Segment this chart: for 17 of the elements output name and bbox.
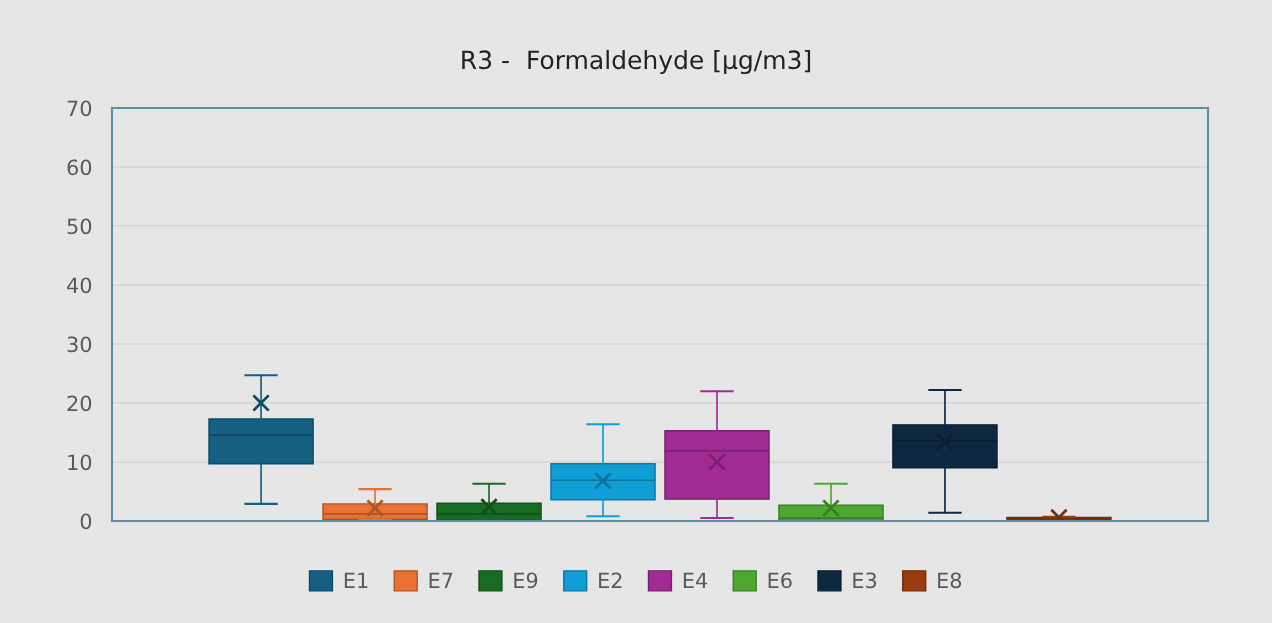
legend-label: E1 — [344, 572, 368, 588]
y-tick-label: 70 — [67, 100, 92, 117]
legend-label: E3 — [853, 572, 877, 589]
y-tick-label: 10 — [68, 454, 92, 471]
y-tick-label: 0 — [80, 513, 92, 530]
y-tick-label: 20 — [67, 395, 92, 412]
chart-title: R3 - Formaldehyde [µg/m3] — [462, 49, 811, 75]
legend-label: E9 — [514, 572, 538, 589]
y-tick-label: 50 — [67, 218, 92, 235]
legend-label: E8 — [938, 572, 962, 589]
legend-label: E2 — [599, 572, 622, 588]
legend-label: E4 — [683, 572, 708, 588]
legend-label: E7 — [429, 572, 453, 588]
y-tick-label: 60 — [67, 159, 92, 176]
legend-label: E6 — [768, 572, 792, 589]
y-tick-label: 40 — [67, 277, 92, 294]
y-tick-label: 30 — [67, 336, 92, 353]
